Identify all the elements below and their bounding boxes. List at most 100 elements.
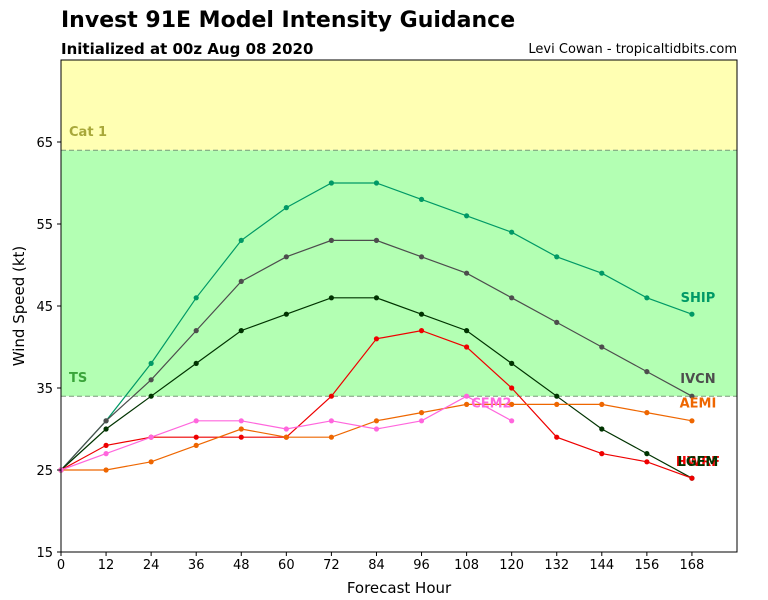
point-hwrf [599, 451, 605, 457]
point-aemi [644, 410, 650, 416]
point-ship [599, 270, 605, 276]
point-ship [509, 229, 515, 235]
point-aemi [418, 410, 425, 416]
x-tick-label: 168 [680, 558, 705, 573]
x-tick-label: 84 [368, 558, 385, 573]
axes: 0 12 24 36 48 60 72 84 96 108 120 132 144 156 168 15 25 3… [10, 136, 704, 597]
point-hwrf [689, 475, 695, 481]
point-aemi [689, 418, 695, 424]
point-cem2 [509, 418, 515, 424]
intensity-bands: TS Cat 1 [61, 60, 737, 397]
point-ivcn [689, 393, 695, 399]
point-ivcn [509, 295, 515, 301]
point-lgem [328, 295, 334, 301]
x-tick-label: 48 [233, 558, 250, 573]
point-ship [418, 196, 425, 202]
point-hwrf [509, 385, 515, 391]
point-ivcn [464, 270, 470, 276]
point-ivcn [328, 237, 334, 243]
point-ship [464, 213, 470, 219]
point-ship [373, 180, 380, 186]
point-ship [283, 205, 289, 211]
point-ivcn [238, 278, 244, 284]
x-axis-label: Forecast Hour [347, 579, 452, 597]
point-ship [644, 295, 650, 301]
x-tick-label: 156 [634, 558, 659, 573]
point-ivcn [418, 254, 425, 260]
band-label: Cat 1 [69, 125, 107, 140]
x-tick-label: 24 [143, 558, 160, 573]
point-hwrf [238, 434, 244, 440]
point-lgem [148, 393, 154, 399]
series-label-ivcn: IVCN [680, 372, 715, 387]
point-ivcn [599, 344, 605, 350]
point-lgem [283, 311, 289, 317]
y-tick-label: 25 [36, 464, 53, 479]
chart-title: Invest 91E Model Intensity Guidance [61, 8, 516, 33]
x-tick-label: 120 [499, 558, 524, 573]
chart-subtitle: Initialized at 00z Aug 08 2020 [61, 40, 314, 58]
point-ship [193, 295, 199, 301]
x-tick-label: 0 [57, 558, 65, 573]
point-aemi [103, 467, 109, 473]
series-label-cem2: CEM2 [471, 397, 511, 412]
point-lgem [464, 328, 470, 334]
point-cem2 [328, 418, 334, 424]
point-hwrf [103, 442, 109, 448]
x-tick-label: 108 [454, 558, 479, 573]
series-label-aemi: AEMI [680, 397, 717, 412]
point-ivcn [373, 237, 380, 243]
point-ivcn [193, 328, 199, 334]
point-aemi [328, 434, 334, 440]
point-hwrf [554, 434, 560, 440]
point-cem2 [418, 418, 425, 424]
point-lgem [554, 393, 560, 399]
point-hwrf [644, 459, 650, 465]
point-hwrf [328, 393, 334, 399]
point-cem2 [373, 426, 380, 432]
point-ship [328, 180, 334, 186]
y-tick-label: 65 [36, 136, 53, 151]
point-hwrf [464, 344, 470, 350]
point-aemi [464, 401, 470, 407]
x-tick-label: 36 [188, 558, 205, 573]
point-lgem [193, 360, 199, 366]
point-aemi [599, 401, 605, 407]
x-tick-label: 12 [98, 558, 115, 573]
x-tick-label: 132 [544, 558, 569, 573]
point-ship [148, 360, 154, 366]
series-label-hwrf: HWRF [676, 455, 720, 470]
y-tick-label: 55 [36, 218, 53, 233]
point-aemi [238, 426, 244, 432]
series-line-cem2 [60, 395, 512, 471]
y-tick-label: 35 [36, 382, 53, 397]
point-lgem [418, 311, 425, 317]
point-lgem [599, 426, 605, 432]
chart-credit: Levi Cowan - tropicaltidbits.com [528, 42, 737, 57]
point-lgem [238, 328, 244, 334]
point-aemi [554, 401, 560, 407]
y-tick-label: 15 [36, 546, 53, 561]
series-label-lgem: LGEM [678, 455, 719, 470]
point-hwrf [193, 434, 199, 440]
point-ivcn [644, 369, 650, 375]
point-aemi [148, 459, 154, 465]
x-tick-label: 144 [589, 558, 614, 573]
point-ship [238, 237, 244, 243]
point-ivcn [554, 319, 560, 325]
band-ts [61, 150, 737, 397]
x-tick-label: 60 [278, 558, 295, 573]
point-hwrf [418, 328, 425, 334]
point-cem2 [238, 418, 244, 424]
y-axis-label: Wind Speed (kt) [10, 246, 28, 367]
series-group [58, 180, 695, 481]
point-lgem [644, 451, 650, 457]
series-label-ship: SHIP [681, 291, 716, 306]
point-aemi [283, 434, 289, 440]
band-cat-1 [61, 60, 737, 151]
point-cem2 [283, 426, 289, 432]
point-aemi [509, 401, 515, 407]
point-lgem [509, 360, 515, 366]
